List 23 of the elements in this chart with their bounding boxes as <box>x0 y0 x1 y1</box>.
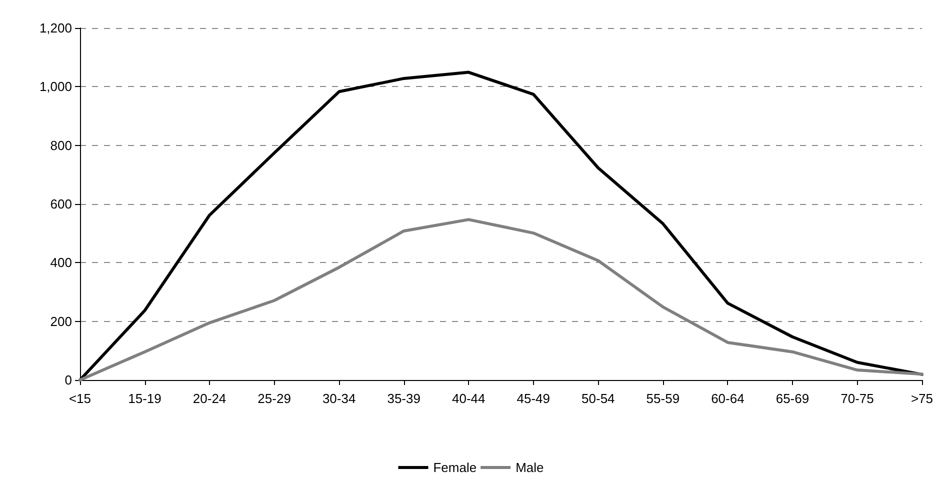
x-tick-label: 70-75 <box>840 391 874 406</box>
y-tick-label: 1,000 <box>39 79 72 94</box>
x-tick-label: 20-24 <box>192 391 226 406</box>
legend-label: Female <box>433 460 477 475</box>
x-tick-label: 25-29 <box>258 391 291 406</box>
y-tick-label: 600 <box>50 196 72 212</box>
x-tick-label: 55-59 <box>646 391 680 406</box>
legend-label: Male <box>516 460 544 475</box>
y-tick-label: 200 <box>50 314 72 329</box>
y-tick-label: 0 <box>64 372 72 388</box>
x-tick-label: 50-54 <box>582 391 615 406</box>
y-tick-label: 400 <box>50 255 72 270</box>
x-tick-label: <15 <box>68 391 92 406</box>
y-tick-label: 800 <box>50 138 72 153</box>
x-tick-label: 45-49 <box>516 391 550 406</box>
x-tick-label: 30-34 <box>322 391 356 406</box>
x-tick-label: 65-69 <box>776 391 810 406</box>
x-tick-label: >75 <box>910 391 934 406</box>
x-tick-label: 60-64 <box>711 391 744 406</box>
y-tick-label: 1,200 <box>39 20 72 36</box>
x-tick-label: 40-44 <box>452 391 486 406</box>
x-tick-label: 15-19 <box>128 391 162 406</box>
x-tick-label: 35-39 <box>387 391 420 406</box>
